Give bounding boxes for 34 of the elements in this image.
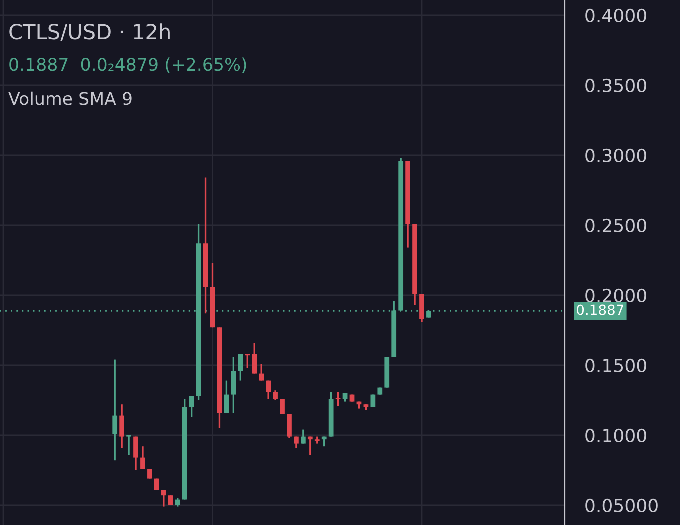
candlestick bbox=[168, 494, 174, 506]
candlestick bbox=[308, 436, 313, 456]
y-tick-label: 0.2500 bbox=[586, 218, 646, 233]
candlestick bbox=[189, 395, 194, 418]
annotation: 0.1887 0.0₂4879 (+2.65%) bbox=[10, 58, 246, 74]
y-tick-label: 0.3000 bbox=[586, 148, 646, 163]
candlestick bbox=[300, 428, 306, 445]
candlestick bbox=[336, 391, 341, 407]
candlestick bbox=[231, 356, 236, 414]
y-tick-label: 0.2000 bbox=[586, 288, 646, 303]
y-tick-label: 0.4000 bbox=[586, 8, 646, 23]
candlestick bbox=[126, 434, 132, 456]
y-tick-label: 0.1500 bbox=[586, 358, 646, 373]
candlestick bbox=[245, 353, 250, 370]
candlestick bbox=[120, 404, 125, 449]
candlestick bbox=[224, 380, 230, 414]
candlestick bbox=[112, 358, 118, 462]
candlestick bbox=[148, 468, 152, 480]
candlestick bbox=[238, 353, 244, 382]
candlestick bbox=[266, 380, 271, 400]
candlestick bbox=[140, 446, 146, 470]
y-tick-label: 0.05000 bbox=[586, 498, 658, 513]
candlestick bbox=[252, 342, 258, 375]
candlestick bbox=[273, 390, 278, 402]
text: CTLS/USD · 12h bbox=[10, 24, 170, 42]
candlestick bbox=[370, 394, 376, 408]
ref-line-label: 0.1887 bbox=[577, 304, 624, 316]
candlestick bbox=[287, 414, 292, 440]
y-tick-label: 0.1000 bbox=[586, 428, 646, 443]
y-tick-label: 0.3500 bbox=[586, 78, 646, 93]
candlestick bbox=[134, 436, 138, 472]
annotation: Volume SMA 9 bbox=[8, 92, 132, 106]
candlestick bbox=[161, 489, 166, 508]
candlestick bbox=[259, 363, 264, 382]
